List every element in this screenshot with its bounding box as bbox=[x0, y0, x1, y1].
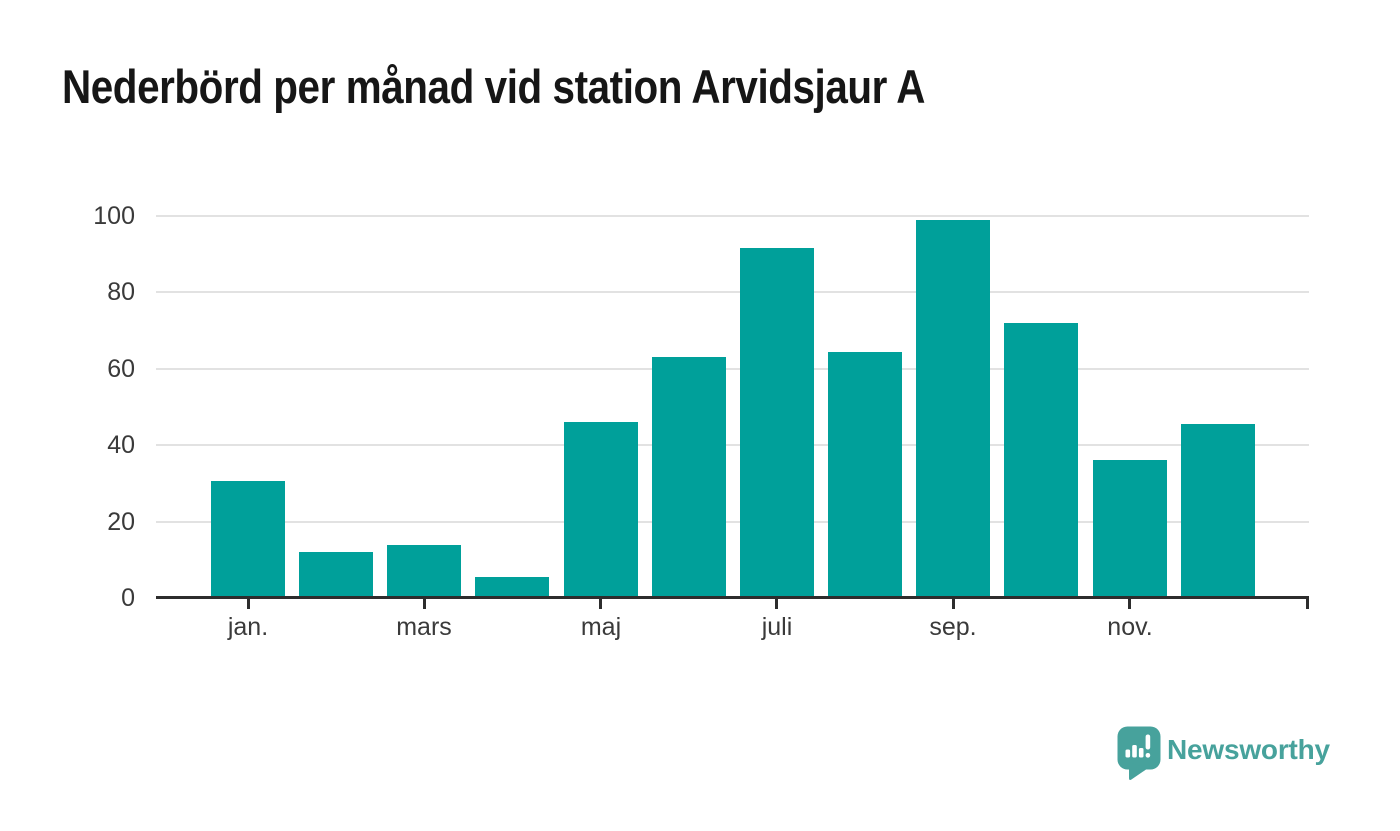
gridline-60 bbox=[156, 368, 1309, 370]
x-axis-label-nov: nov. bbox=[1107, 613, 1153, 641]
y-axis-label-60: 60 bbox=[107, 355, 135, 383]
y-axis-label-0: 0 bbox=[121, 584, 135, 612]
x-axis-tick-juli bbox=[775, 599, 778, 609]
x-axis-label-sep: sep. bbox=[929, 613, 977, 641]
newsworthy-logo-icon bbox=[1117, 726, 1161, 781]
gridline-80 bbox=[156, 291, 1309, 293]
bar-month-8 bbox=[828, 352, 902, 598]
bar-month-9 bbox=[916, 220, 990, 598]
bar-month-6 bbox=[652, 357, 726, 598]
newsworthy-brand: Newsworthy bbox=[1116, 724, 1356, 794]
bar-month-4 bbox=[475, 577, 549, 598]
bar-month-3 bbox=[387, 545, 461, 598]
x-axis-label-juli: juli bbox=[761, 613, 793, 641]
newsworthy-logo-text: Newsworthy bbox=[1167, 734, 1330, 765]
x-axis-tick-sep bbox=[952, 599, 955, 609]
x-axis-end-tick bbox=[1306, 596, 1309, 609]
x-axis-label-jan: jan. bbox=[227, 613, 269, 641]
x-axis-label-maj: maj bbox=[580, 613, 622, 641]
bar-month-11 bbox=[1093, 460, 1167, 598]
chart-title: Nederbörd per månad vid station Arvidsja… bbox=[62, 60, 926, 113]
y-axis-label-20: 20 bbox=[107, 508, 135, 536]
gridline-100 bbox=[156, 215, 1309, 217]
bar-month-7 bbox=[740, 248, 814, 598]
x-axis-tick-jan bbox=[247, 599, 250, 609]
bar-month-5 bbox=[564, 422, 638, 598]
gridline-20 bbox=[156, 521, 1309, 523]
x-axis-tick-maj bbox=[599, 599, 602, 609]
gridline-40 bbox=[156, 444, 1309, 446]
bar-month-12 bbox=[1181, 424, 1255, 598]
x-axis-line bbox=[156, 596, 1309, 599]
bar-month-2 bbox=[299, 552, 373, 598]
x-axis-tick-mars bbox=[423, 599, 426, 609]
bar-month-10 bbox=[1004, 323, 1078, 598]
y-axis-label-100: 100 bbox=[93, 202, 135, 230]
x-axis-label-mars: mars bbox=[396, 613, 452, 641]
bar-month-1 bbox=[211, 481, 285, 598]
y-axis-label-40: 40 bbox=[107, 431, 135, 459]
x-axis-tick-nov bbox=[1128, 599, 1131, 609]
y-axis-label-80: 80 bbox=[107, 278, 135, 306]
